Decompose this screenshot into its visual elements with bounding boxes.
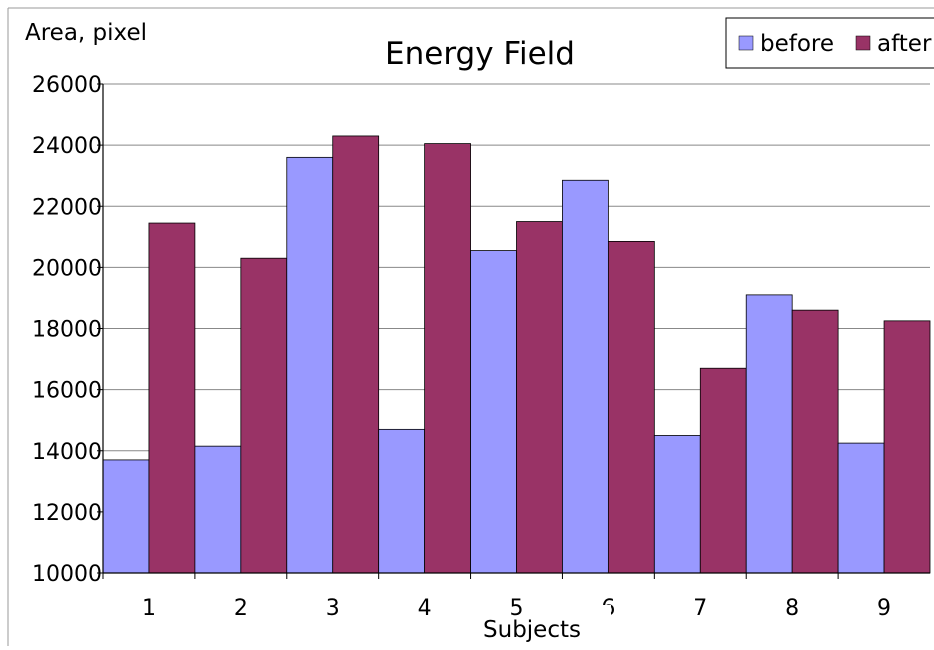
y-tick-label: 18000 bbox=[32, 318, 102, 343]
y-axis-title: Area, pixel bbox=[25, 20, 147, 46]
bar-before-8 bbox=[745, 294, 793, 574]
bar-after-6 bbox=[607, 240, 655, 574]
bar-after-9 bbox=[883, 320, 931, 574]
bars bbox=[102, 135, 931, 574]
x-axis-title: Subjects bbox=[483, 617, 581, 643]
x-tick-label: 7 bbox=[693, 596, 707, 621]
bar-after-3 bbox=[332, 135, 380, 574]
x-tick-label: 8 bbox=[785, 596, 799, 621]
chart-title: Energy Field bbox=[385, 36, 575, 72]
x-tick-label: 5 bbox=[510, 596, 524, 621]
x-tick-label: 9 bbox=[877, 596, 891, 621]
bar-after-1 bbox=[148, 222, 196, 574]
legend-box bbox=[725, 17, 934, 69]
bar-before-4 bbox=[378, 428, 426, 574]
x-tick-label: 3 bbox=[326, 596, 340, 621]
x-axis-title-clip bbox=[581, 605, 611, 645]
y-tick-label: 22000 bbox=[32, 195, 102, 220]
legend-label-after: after bbox=[877, 31, 932, 57]
bar-before-3 bbox=[286, 156, 334, 574]
y-tick-label: 10000 bbox=[32, 562, 102, 587]
x-tick-label: 4 bbox=[418, 596, 432, 621]
y-tick-label: 24000 bbox=[32, 134, 102, 159]
axes: 10000 12000 14000 16000 18000 20000 22000 24000… bbox=[32, 73, 930, 621]
y-tick-label: 20000 bbox=[32, 256, 102, 281]
bar-before-6 bbox=[562, 179, 609, 574]
bar-after-5 bbox=[516, 221, 563, 574]
bar-after-2 bbox=[240, 257, 288, 574]
y-tick-label: 14000 bbox=[32, 440, 102, 465]
bar-after-8 bbox=[791, 309, 839, 574]
bar-after-7 bbox=[699, 367, 747, 574]
legend-label-before: before bbox=[760, 31, 834, 57]
legend-swatch-after bbox=[855, 35, 871, 51]
bar-after-4 bbox=[424, 143, 471, 574]
y-tick-label: 12000 bbox=[32, 501, 102, 526]
y-axis-title-clip bbox=[160, 14, 220, 50]
x-tick-label: 2 bbox=[234, 596, 248, 621]
legend-swatch-before bbox=[738, 35, 754, 51]
bar-before-9 bbox=[837, 442, 885, 574]
bar-before-1 bbox=[102, 459, 150, 574]
y-tick-label: 26000 bbox=[32, 73, 102, 98]
bar-before-7 bbox=[653, 435, 701, 574]
legend: before after bbox=[725, 17, 934, 69]
bar-before-2 bbox=[194, 445, 242, 574]
y-tick-label: 16000 bbox=[32, 379, 102, 404]
x-tick-label: 1 bbox=[142, 596, 156, 621]
bar-before-5 bbox=[470, 250, 517, 574]
